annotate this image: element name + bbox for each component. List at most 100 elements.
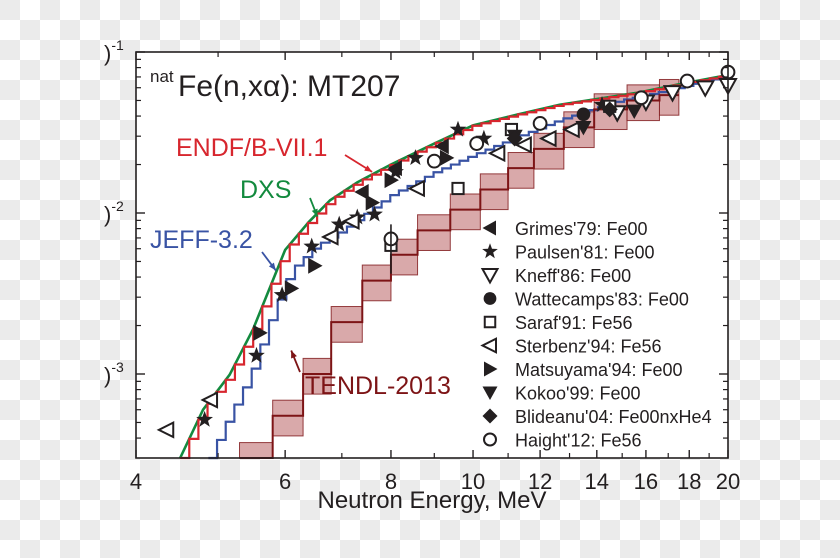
paulsen-data-point	[366, 205, 383, 222]
sterbenz-data-point	[320, 228, 339, 246]
tendl-band-step	[272, 399, 304, 437]
legend-item: Haight'12: Fe56	[483, 431, 642, 451]
paulsen-data-point	[248, 346, 265, 363]
sterbenz-data-point	[156, 421, 175, 439]
annotation-label: TENDL-2013	[305, 372, 451, 400]
legend-item: Grimes'79: Fe00	[482, 219, 648, 239]
annotation-label: ENDF/B-VII.1	[176, 134, 327, 162]
x-tick-label: 14	[585, 469, 609, 494]
chart-title: Fe(n,xα): MT207	[178, 70, 400, 103]
annotation-arrowhead	[268, 262, 276, 271]
x-tick-label: 4	[130, 469, 142, 494]
tendl-band-step	[361, 264, 392, 302]
legend-marker-icon	[480, 268, 500, 285]
paulsen-data-point	[475, 129, 493, 146]
x-axis-label: Neutron Energy, MeV	[318, 487, 547, 514]
sterbenz-data-point	[514, 136, 532, 154]
sterbenz-data-point	[487, 144, 506, 163]
legend-item: Kokoo'99: Fe00	[482, 384, 641, 404]
x-tick-label: 8	[385, 469, 397, 494]
blideanu-data-point	[601, 101, 618, 118]
annotation-label: DXS	[240, 176, 291, 204]
matsuyama-data-point	[308, 257, 323, 274]
legend-item: Kneff'86: Fe00	[480, 266, 631, 286]
legend-marker-icon	[482, 408, 498, 424]
legend-item: Sterbenz'94: Fe56	[480, 337, 662, 357]
tendl-band-step	[449, 193, 481, 231]
haight-data-point	[532, 116, 548, 131]
x-tick-label: 10	[461, 469, 485, 494]
blideanu-data-point	[506, 130, 523, 147]
legend-item: Blideanu'04: Fe00nxHe4	[482, 407, 712, 427]
matsuyama-data-point	[284, 280, 300, 297]
legend-label: Blideanu'04: Fe00nxHe4	[515, 407, 712, 427]
legend-marker-icon	[484, 361, 498, 377]
legend-marker-icon	[482, 243, 498, 259]
legend-marker-icon	[483, 292, 497, 305]
wattecamps-data-point	[576, 107, 591, 122]
legend-label: Grimes'79: Fe00	[515, 219, 648, 239]
legend-label: Matsuyama'94: Fe00	[515, 360, 683, 380]
paulsen-data-point	[273, 286, 291, 302]
legend-marker-icon	[483, 432, 497, 447]
legend-label: Saraf'91: Fe56	[515, 313, 633, 333]
paulsen-data-point	[449, 120, 467, 137]
paulsen-data-point	[303, 237, 321, 254]
annotation-label: JEFF-3.2	[150, 226, 253, 254]
x-tick-label: 16	[634, 469, 658, 494]
sterbenz-data-point	[407, 179, 425, 198]
annotations-layer: ENDF/B-VII.1 DXS JEFF-3.2 TENDL-2013	[150, 134, 451, 400]
matsuyama-data-point	[439, 149, 455, 166]
paulsen-data-point	[330, 215, 348, 232]
kokoo-data-point	[626, 104, 643, 120]
kokoo-data-point	[575, 121, 592, 136]
legend-label: Sterbenz'94: Fe56	[515, 337, 662, 357]
legend-marker-icon	[482, 220, 496, 236]
y-tick-label: )-2	[104, 198, 124, 227]
paulsen-data-point	[407, 149, 424, 165]
legend-item: Wattecamps'83: Fe00	[483, 290, 689, 310]
haight-data-point	[426, 153, 442, 169]
y-tick-label: )-3	[104, 359, 124, 388]
paulsen-data-point	[196, 410, 213, 427]
y-tick-label: )-1	[104, 37, 124, 66]
paulsen-data-point	[387, 163, 404, 179]
grimes-data-point	[434, 138, 449, 155]
matsuyama-data-point	[384, 172, 399, 189]
experimental-markers-layer	[156, 64, 738, 439]
chart-title-prefix: nat	[150, 67, 174, 86]
matsuyama-data-point	[365, 194, 381, 211]
paulsen-data-point	[593, 96, 611, 112]
saraf-data-point	[451, 181, 465, 196]
haight-data-point	[469, 136, 485, 151]
tendl-band-step	[239, 442, 274, 459]
sterbenz-data-point	[341, 212, 360, 230]
legend-label: Paulsen'81: Fe00	[515, 243, 655, 263]
x-tick-label: 12	[528, 469, 552, 494]
x-tick-label: 18	[677, 469, 701, 494]
annotation-arrowhead	[291, 350, 297, 359]
legend-item: Paulsen'81: Fe00	[482, 243, 655, 263]
legend-label: Haight'12: Fe56	[515, 431, 642, 451]
haight-data-point	[679, 73, 695, 89]
axis-ticks-layer: 4 6 8 10 12 14 16 18 20)-1)-2)-3	[104, 37, 740, 494]
legend-label: Kokoo'99: Fe00	[515, 384, 641, 404]
kneff-data-point	[695, 80, 715, 98]
sterbenz-data-point	[562, 120, 580, 139]
kneff-data-point	[662, 85, 683, 103]
tendl-band-step	[417, 214, 451, 251]
legend-item: Saraf'91: Fe56	[483, 313, 633, 333]
grimes-data-point	[354, 184, 369, 201]
plot-frame	[135, 51, 729, 459]
sterbenz-data-point	[200, 391, 219, 409]
tendl-band-step	[507, 152, 535, 189]
legend-marker-icon	[482, 386, 498, 400]
haight-data-point	[633, 90, 649, 106]
annotation-arrowhead	[311, 208, 318, 217]
annotation-arrowhead	[364, 165, 373, 172]
sterbenz-data-point	[538, 129, 557, 148]
matsuyama-data-point	[253, 324, 268, 341]
legend-label: Wattecamps'83: Fe00	[515, 290, 689, 310]
tendl-band-step	[330, 306, 363, 343]
